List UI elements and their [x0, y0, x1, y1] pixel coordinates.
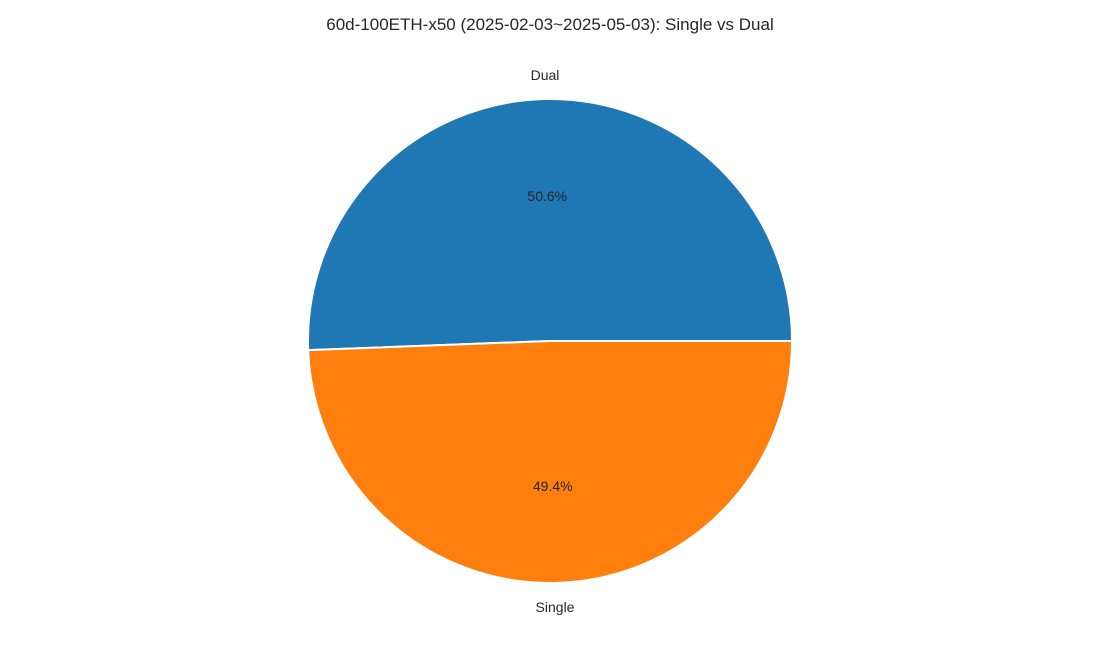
- slice-label-single: Single: [536, 599, 575, 615]
- chart-title: 60d-100ETH-x50 (2025-02-03~2025-05-03): …: [326, 15, 773, 34]
- pie-slice-dual: [307, 98, 793, 352]
- pie-slice-single: [307, 340, 793, 584]
- slice-percent-dual: 50.6%: [527, 188, 567, 204]
- pie-slices: [307, 98, 793, 584]
- pie-labels: Dual 50.6% Single 49.4%: [527, 67, 574, 615]
- slice-percent-single: 49.4%: [533, 478, 573, 494]
- slice-label-dual: Dual: [531, 67, 560, 83]
